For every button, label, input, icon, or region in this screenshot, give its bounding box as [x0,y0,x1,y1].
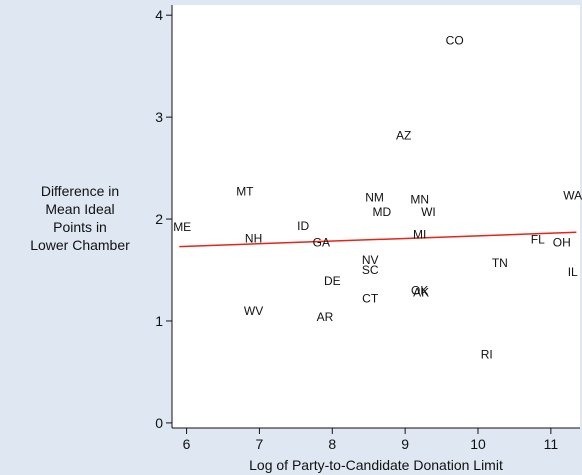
point-ga: GA [313,235,330,249]
x-tick-label-2: 8 [328,436,336,452]
point-ak: AK [413,285,429,299]
point-az: AZ [396,128,411,142]
point-fl: FL [531,232,545,246]
x-axis-label: Log of Party-to-Candidate Donation Limit [249,457,503,473]
point-nm: NM [365,191,384,205]
y-tick-label-2: 2 [155,211,163,227]
plot-area [172,5,580,428]
point-me: ME [173,220,191,234]
point-oh: OH [553,235,571,249]
ylabel-line-3: Points in [53,219,107,235]
x-tick-label-0: 6 [183,436,191,452]
point-wv: WV [244,304,263,318]
point-nv: NV [362,253,379,267]
x-axis-ticks: 6 7 8 9 10 11 [183,428,559,452]
x-tick-label-1: 7 [256,436,264,452]
point-md: MD [372,205,391,219]
ylabel-line-1: Difference in [41,183,119,199]
point-co: CO [446,34,464,48]
point-ct: CT [362,292,379,306]
point-tn: TN [492,256,508,270]
point-ri: RI [481,348,493,362]
y-tick-label-0: 0 [155,415,163,431]
fit-line [179,231,577,248]
point-mt: MT [236,185,254,199]
point-wa: WA [563,189,582,203]
x-tick-label-3: 9 [401,436,409,452]
point-sc: SC [362,263,379,277]
x-tick-label-5: 11 [544,436,559,452]
x-tick-label-4: 10 [470,436,486,452]
point-wi: WI [421,205,436,219]
ylabel-line-4: Lower Chamber [30,237,130,253]
ylabel-line-2: Mean Ideal [45,201,114,217]
y-axis-ticks: 0 1 2 3 4 [155,7,172,431]
point-mn: MN [410,193,429,207]
point-il: IL [568,265,578,279]
y-tick-label-1: 1 [155,313,163,329]
point-de: DE [324,274,341,288]
point-mi: MI [413,227,426,241]
point-ok: OK [411,283,428,297]
point-nh: NH [245,231,262,245]
data-points: CO AZ MT WA NM MN MD WI ME ID MI NH GA FL OH NV TN SC IL DE… [173,34,582,362]
point-id: ID [297,219,309,233]
y-tick-label-3: 3 [155,109,163,125]
y-tick-label-4: 4 [155,7,163,23]
point-ar: AR [317,310,334,324]
